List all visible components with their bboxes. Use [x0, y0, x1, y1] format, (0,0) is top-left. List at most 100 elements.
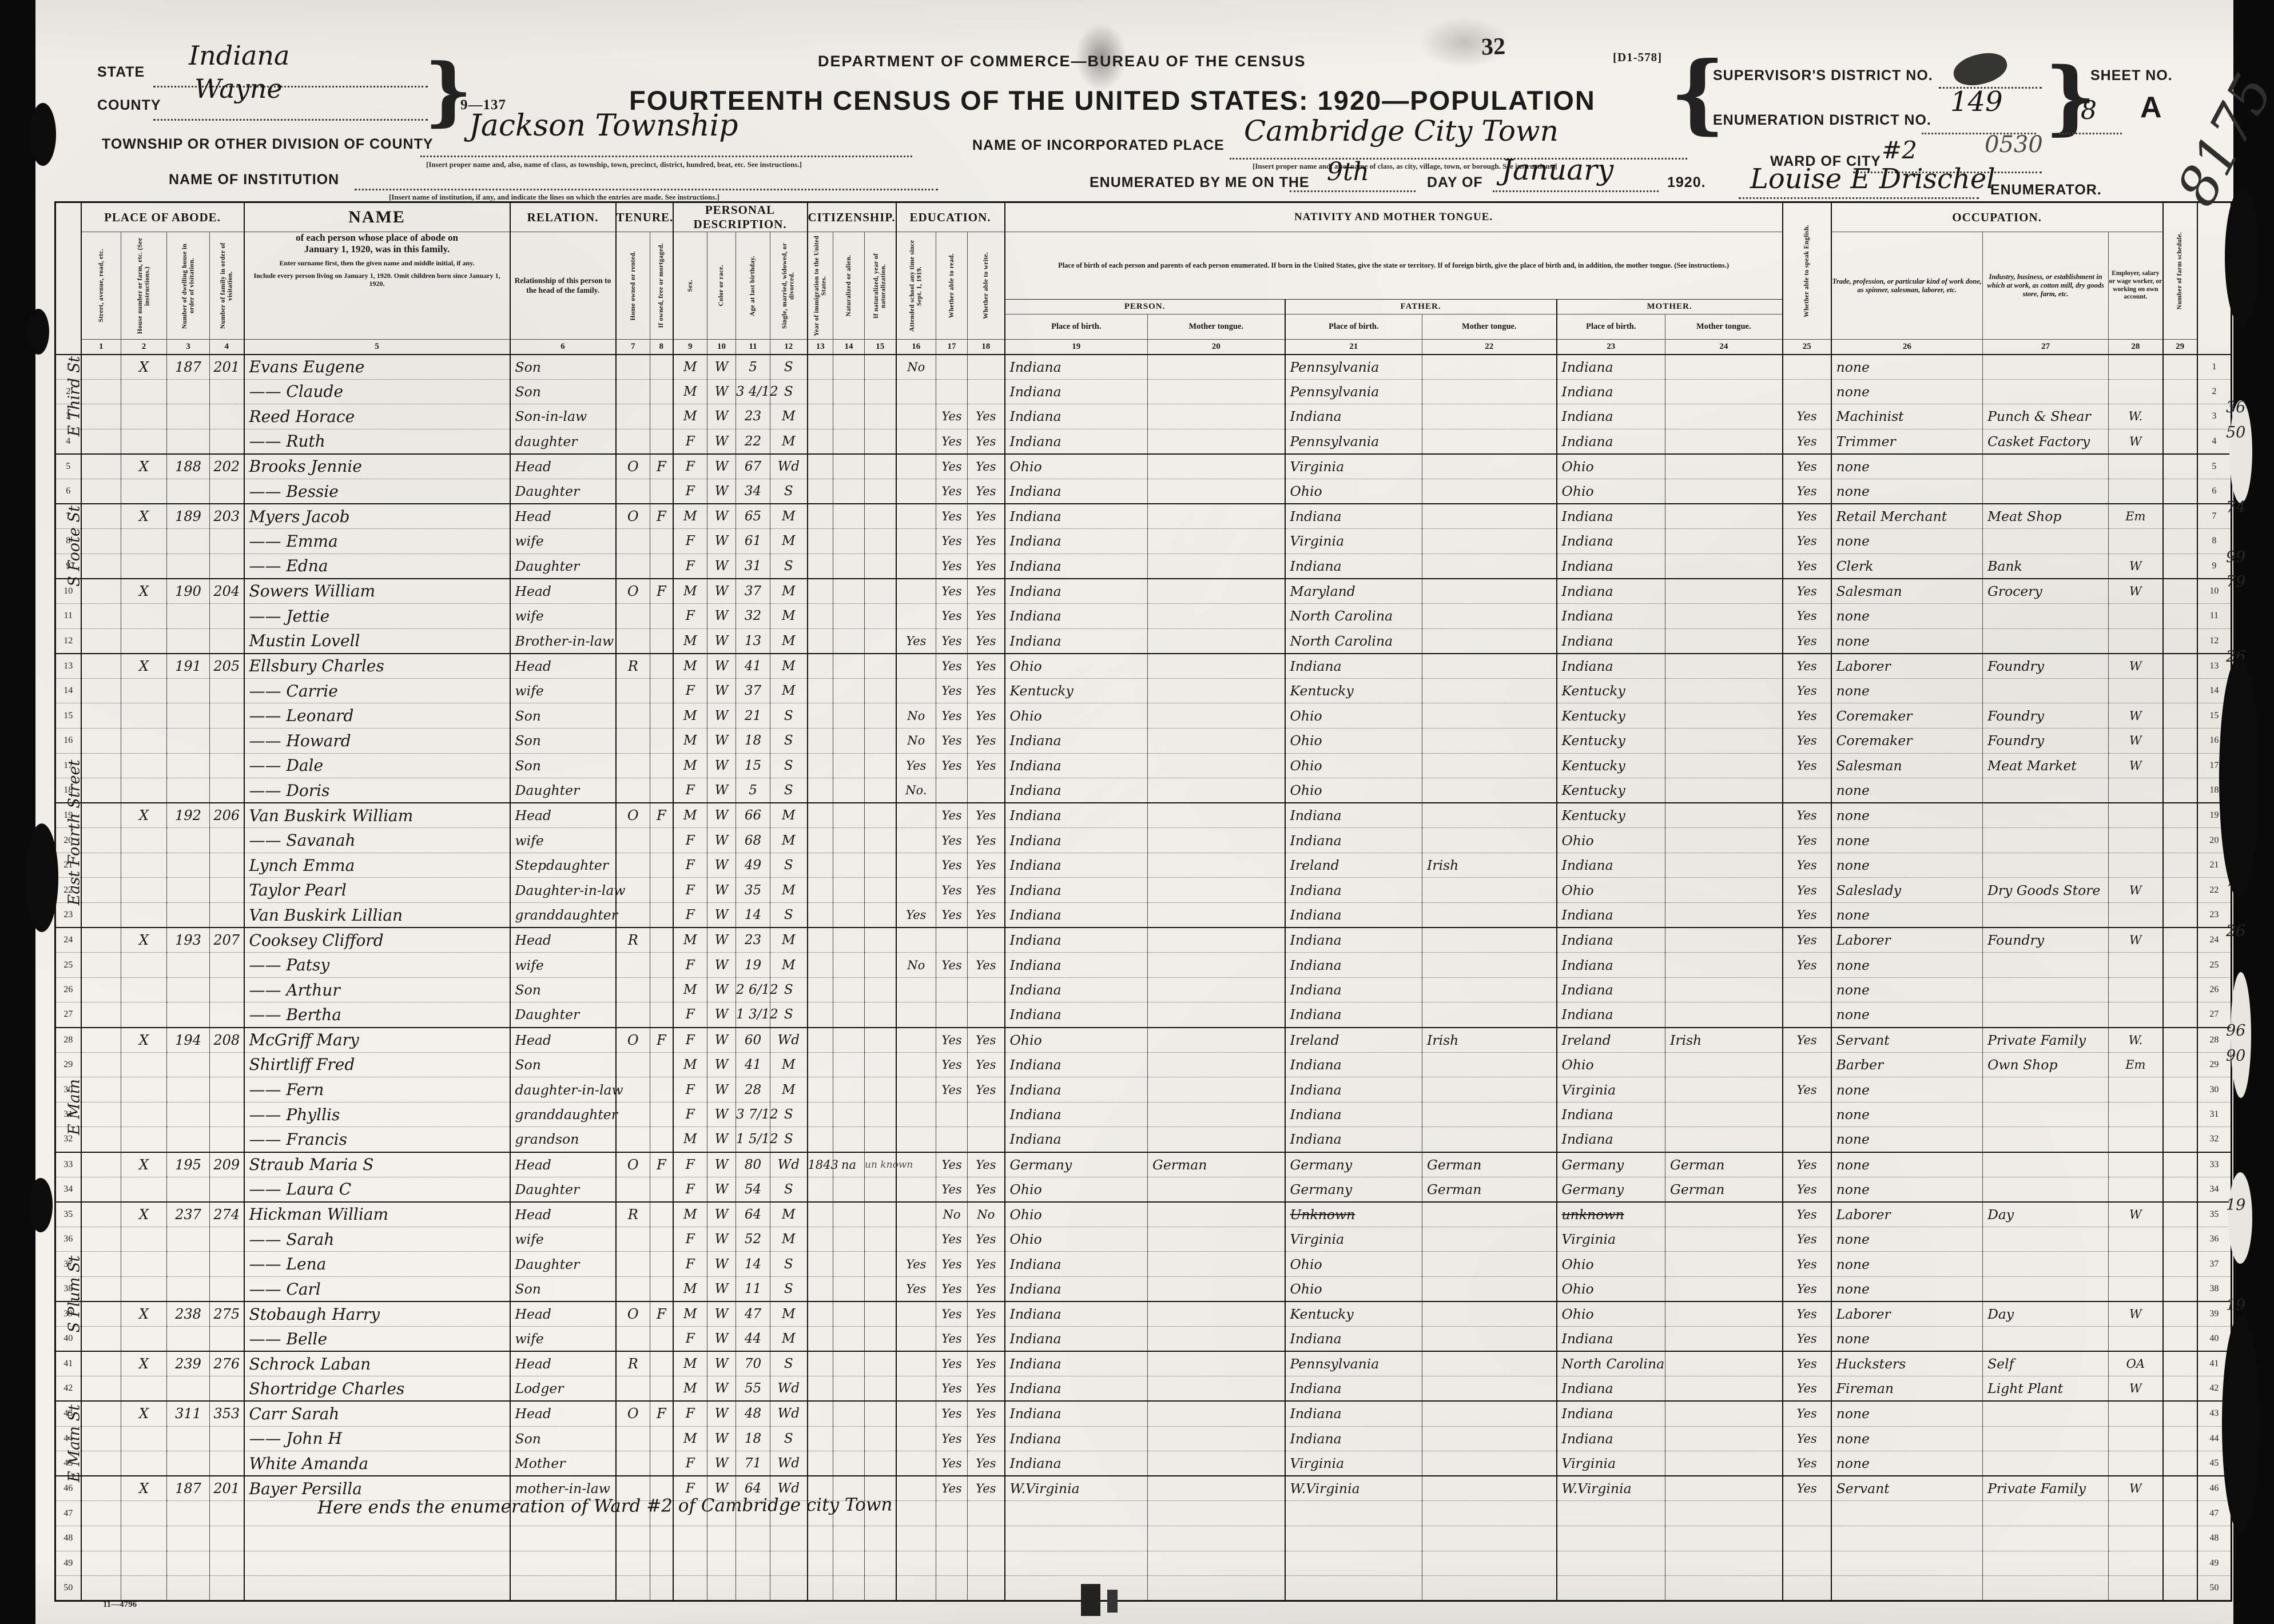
- street-label: E Main: [65, 1078, 84, 1135]
- r42-em: W: [2108, 1376, 2163, 1402]
- r48-sx: [672, 1526, 707, 1551]
- r24-mb: Indiana: [1556, 928, 1665, 953]
- r17-h: [121, 753, 167, 778]
- r33-h: X: [121, 1152, 167, 1177]
- r42-ag: 55: [736, 1376, 770, 1402]
- r42-f: [209, 1376, 244, 1402]
- enumerated-month-underline: [1493, 190, 1659, 192]
- r47-d: [166, 1500, 210, 1526]
- street-label: East Fourth Street: [65, 759, 84, 906]
- r13-ny: [864, 653, 896, 679]
- line-number-right-49: 49: [2196, 1551, 2232, 1576]
- line-number-right-28: 28: [2196, 1027, 2232, 1053]
- r5-st: [80, 453, 121, 479]
- r41-mt: [1665, 1351, 1783, 1376]
- r20-sx: F: [672, 827, 707, 853]
- film-blob: [30, 103, 56, 166]
- r43-ag: 48: [736, 1401, 770, 1427]
- r5-d: 188: [166, 453, 210, 479]
- r48-ft: [1422, 1526, 1557, 1551]
- margin-code: 74: [2226, 498, 2246, 516]
- col-owned-rented-label: Home owned or rented.: [629, 250, 637, 321]
- r15-ft: [1422, 703, 1557, 729]
- line-number-right-30: 30: [2196, 1077, 2232, 1102]
- r34-im: [806, 1177, 833, 1202]
- r25-na: [833, 952, 865, 978]
- r6-pt: [1147, 479, 1285, 504]
- r26-h: [121, 977, 167, 1002]
- r39-ny: [864, 1301, 896, 1327]
- r40-in: [1982, 1326, 2109, 1352]
- r34-d: [166, 1177, 210, 1202]
- line-number-right-29: 29: [2196, 1052, 2232, 1077]
- person-tongue-header: Mother tongue.: [1147, 314, 1285, 340]
- r45-h: [121, 1451, 167, 1476]
- r22-in: Dry Goods Store: [1982, 877, 2109, 903]
- r25-mg: [650, 952, 673, 978]
- r33-cr: W: [707, 1152, 736, 1177]
- r26-pt: [1147, 977, 1285, 1002]
- line-number-left-6: 6: [66, 486, 71, 496]
- r44-na: [833, 1426, 865, 1451]
- r12-fb: North Carolina: [1284, 628, 1422, 654]
- r7-re: Yes: [936, 504, 968, 529]
- col-number-26: 26: [1830, 339, 1983, 355]
- r43-im: [806, 1401, 833, 1427]
- r50-rl: [509, 1575, 616, 1601]
- r29-oc: Barber: [1830, 1052, 1983, 1077]
- col-able-to-write-header: Whether able to write.: [967, 232, 1005, 340]
- r31-rl: granddaughter: [509, 1102, 618, 1127]
- r22-pt: [1147, 877, 1285, 903]
- r19-mg: F: [650, 803, 673, 828]
- r33-d: 195: [166, 1152, 210, 1177]
- r2-ms: S: [770, 379, 808, 404]
- r38-nm: —— Carl: [243, 1276, 510, 1302]
- paper-tear: [2229, 400, 2252, 503]
- r23-ft: [1422, 902, 1557, 928]
- r25-sx: F: [672, 952, 707, 978]
- r35-pt: [1147, 1201, 1285, 1227]
- r29-sx: M: [672, 1052, 707, 1077]
- r10-h: X: [121, 578, 167, 604]
- r43-re: Yes: [936, 1401, 968, 1427]
- place-note: [Insert proper name and, also, name of c…: [1253, 162, 1557, 170]
- r22-d: [166, 877, 210, 903]
- paper-tear: [2228, 1172, 2252, 1264]
- r2-nm: —— Claude: [243, 379, 510, 404]
- r32-fa: [2162, 1127, 2197, 1152]
- r40-ag: 44: [736, 1326, 770, 1352]
- r35-sx: M: [672, 1201, 707, 1227]
- census-row-26: 26 —— Arthur Son M W 2 6/12 S Indiana Indiana Ind…: [55, 977, 2232, 1002]
- r24-pb: Indiana: [1004, 928, 1148, 953]
- r37-rl: Daughter: [509, 1251, 616, 1277]
- r14-mb: Kentucky: [1556, 678, 1665, 703]
- r2-im: [806, 379, 833, 404]
- r32-mt: [1665, 1127, 1783, 1152]
- r37-mb: Ohio: [1556, 1251, 1665, 1277]
- r11-em: [2108, 603, 2163, 629]
- line-number-right-37: 37: [2196, 1251, 2232, 1277]
- r11-mt: [1665, 603, 1783, 629]
- r36-ny: [864, 1227, 896, 1252]
- r48-h: [121, 1526, 167, 1551]
- r21-f: [209, 853, 244, 878]
- r13-em: W: [2108, 653, 2163, 679]
- r15-ny: [864, 703, 896, 729]
- r13-nm: Ellsbury Charles: [243, 653, 510, 679]
- r49-wr: [967, 1551, 1005, 1576]
- r41-mg: [650, 1351, 673, 1376]
- r32-sc: [895, 1127, 936, 1152]
- r48-st: [80, 1526, 121, 1551]
- r47-pb: [1004, 1500, 1148, 1526]
- street-label: E Third St: [65, 356, 84, 437]
- sheet-label: SHEET NO.: [2090, 67, 2173, 83]
- col-number-19: 19: [1004, 339, 1148, 355]
- r50-oc: [1830, 1575, 1983, 1601]
- r10-in: Grocery: [1982, 578, 2109, 604]
- township-value: Jackson Township: [469, 109, 738, 143]
- r22-ms: M: [770, 877, 808, 903]
- r41-em: OA: [2108, 1351, 2163, 1376]
- r32-tn: [615, 1127, 650, 1152]
- r28-en: Yes: [1782, 1027, 1831, 1053]
- institution-note: [Insert name of institution, if any, and…: [389, 193, 719, 201]
